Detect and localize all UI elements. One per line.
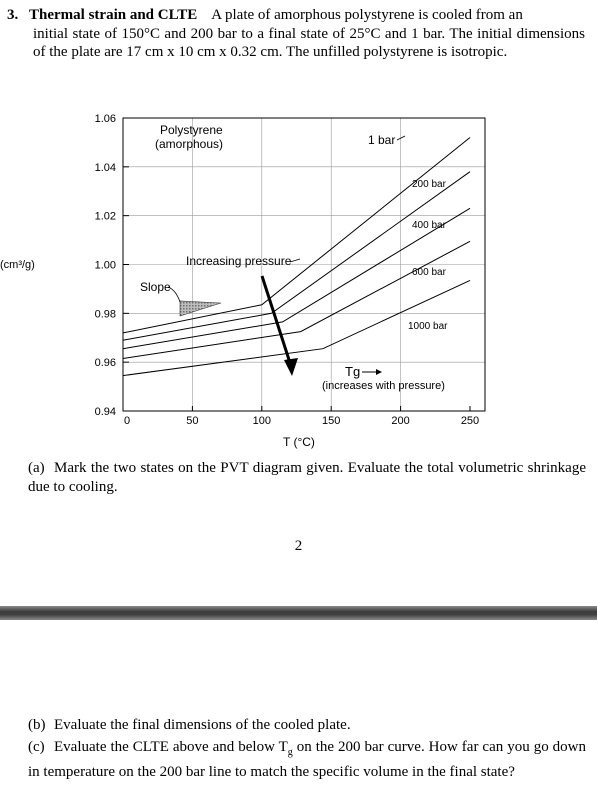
- part-c-text-before: Evaluate the CLTE above and below T: [54, 739, 288, 755]
- slope-label: Slope: [140, 280, 171, 294]
- y-tick-label: 0.94: [95, 406, 116, 418]
- part-c: (c) Evaluate the CLTE above and below Tg …: [28, 738, 586, 781]
- y-tick-label: 1.02: [95, 211, 116, 223]
- page-number: 2: [294, 538, 303, 554]
- part-c-label: (c): [28, 739, 45, 755]
- y-tick-label: 0.98: [95, 308, 116, 320]
- isobar-label-1-bar: 1 bar: [368, 133, 395, 147]
- isobar-label-leader: [396, 135, 406, 141]
- y-tick-label: 1.04: [95, 162, 116, 174]
- isobar-line-1-bar: [122, 137, 471, 334]
- question-body: initial state of 150°C and 200 bar to a …: [33, 25, 585, 61]
- x-tick-label: 150: [322, 415, 340, 427]
- chart-title-line1: Polystyrene: [160, 123, 223, 137]
- isobar-line-600-bar: [122, 240, 471, 359]
- pressure-arrow-shaft: [260, 275, 293, 367]
- y-tick-label: 1.06: [95, 113, 116, 125]
- question-first-line: A plate of amorphous polystyrene is cool…: [211, 7, 523, 23]
- x-tick-label: 100: [253, 415, 271, 427]
- isobar-line-400-bar: [122, 207, 471, 350]
- question-header: 3. Thermal strain and CLTE A plate of amor…: [7, 6, 585, 62]
- part-b-text: Evaluate the final dimensions of the coo…: [54, 717, 351, 733]
- part-c-sub: g: [287, 747, 293, 758]
- isobar-line-200-bar: [122, 171, 471, 341]
- x-tick-label: 50: [186, 415, 198, 427]
- x-tick-label: 200: [391, 415, 409, 427]
- part-c-text-after: on the 200 bar curve. How far can you go…: [28, 739, 586, 780]
- page-divider: [0, 606, 597, 620]
- y-axis-label: (cm³/g): [0, 259, 35, 271]
- tg-note: (increases with pressure): [322, 380, 445, 392]
- increasing-pressure-label: Increasing pressure: [186, 254, 292, 268]
- part-a-text: Mark the two states on the PVT diagram g…: [28, 460, 586, 495]
- tg-label: Tg: [345, 364, 360, 379]
- question-title: Thermal strain and CLTE: [29, 7, 198, 23]
- x-axis-label: T (°C): [283, 435, 315, 449]
- y-tick-label: 1.00: [95, 260, 116, 272]
- pvt-chart-svg: 0 50 100 150 200 250 0.94 0.96 0.98 1.00 1.02 1.04 1…: [0, 113, 486, 449]
- pressure-arrow-head: [284, 358, 298, 376]
- isobar-line-1000-bar: [122, 279, 471, 377]
- part-a-label: (a): [28, 460, 45, 476]
- y-tick-label: 0.96: [95, 357, 116, 369]
- isobar-label-600-bar: 600 bar: [412, 267, 447, 278]
- tg-arrow-head: [376, 369, 382, 375]
- x-tick-label: 250: [461, 415, 479, 427]
- isobar-label-1000-bar: 1000 bar: [408, 321, 448, 332]
- slope-leader: [167, 286, 181, 303]
- isobar-label-400-bar: 400 bar: [412, 220, 447, 231]
- part-b-label: (b): [28, 717, 46, 733]
- part-a: (a) Mark the two states on the PVT diagra…: [28, 459, 586, 496]
- question-number: 3.: [7, 7, 19, 23]
- slope-triangle: [179, 300, 222, 317]
- x-tick-label: 0: [124, 415, 130, 427]
- chart-title-line2: (amorphous): [155, 137, 223, 151]
- pvt-diagram: 0 50 100 150 200 250 0.94 0.96 0.98 1.00 1.02 1.04 1…: [0, 104, 597, 454]
- increasing-pressure-leader: [289, 258, 301, 263]
- part-b: (b) Evaluate the final dimensions of the …: [28, 716, 586, 735]
- isobar-label-200-bar: 200 bar: [412, 179, 447, 190]
